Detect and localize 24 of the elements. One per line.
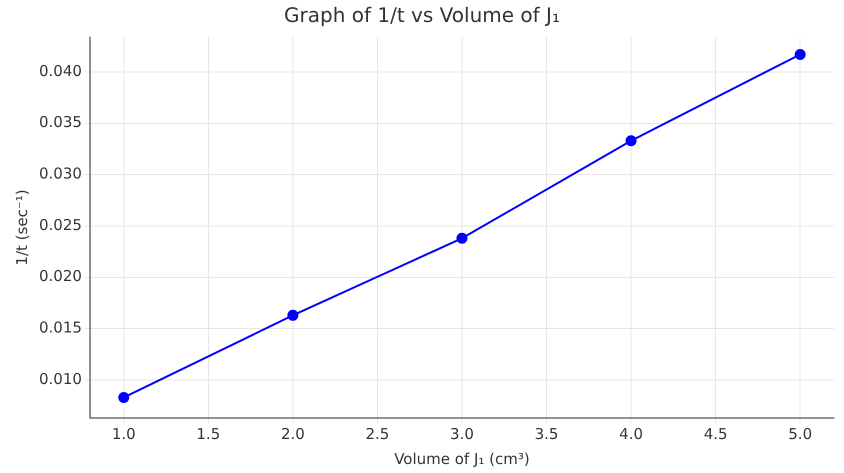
x-tick-label: 3.0 [450,424,474,443]
x-tick-label: 4.0 [619,424,644,443]
x-tick-label: 2.5 [365,424,390,443]
y-tick-label: 0.025 [38,216,82,234]
x-tick-label: 2.0 [280,424,305,443]
point [118,392,130,403]
y-tick-label: 0.030 [38,164,82,182]
x-tick-label: 3.5 [534,424,558,443]
y-tick-label: 0.015 [38,318,82,337]
point [287,310,298,321]
x-tick-label: 1.5 [196,424,220,443]
point [456,232,468,244]
point [794,48,806,60]
y-tick-label: 0.020 [38,267,82,286]
chart-title: Graph of 1/t vs Volume of J₁ [284,3,560,28]
point [626,135,637,146]
x-tick-label: 5.0 [788,424,812,443]
x-tick-label: 4.5 [704,424,728,443]
y-axis-title: 1/t (sec⁻¹) [12,189,31,266]
y-tick-label: 0.035 [38,113,82,132]
x-axis-title: Volume of J₁ (cm³) [394,450,530,468]
x-tick-label: 1.0 [112,424,136,443]
y-tick-label: 0.040 [38,62,82,80]
y-tick-label: 0.010 [38,370,82,388]
